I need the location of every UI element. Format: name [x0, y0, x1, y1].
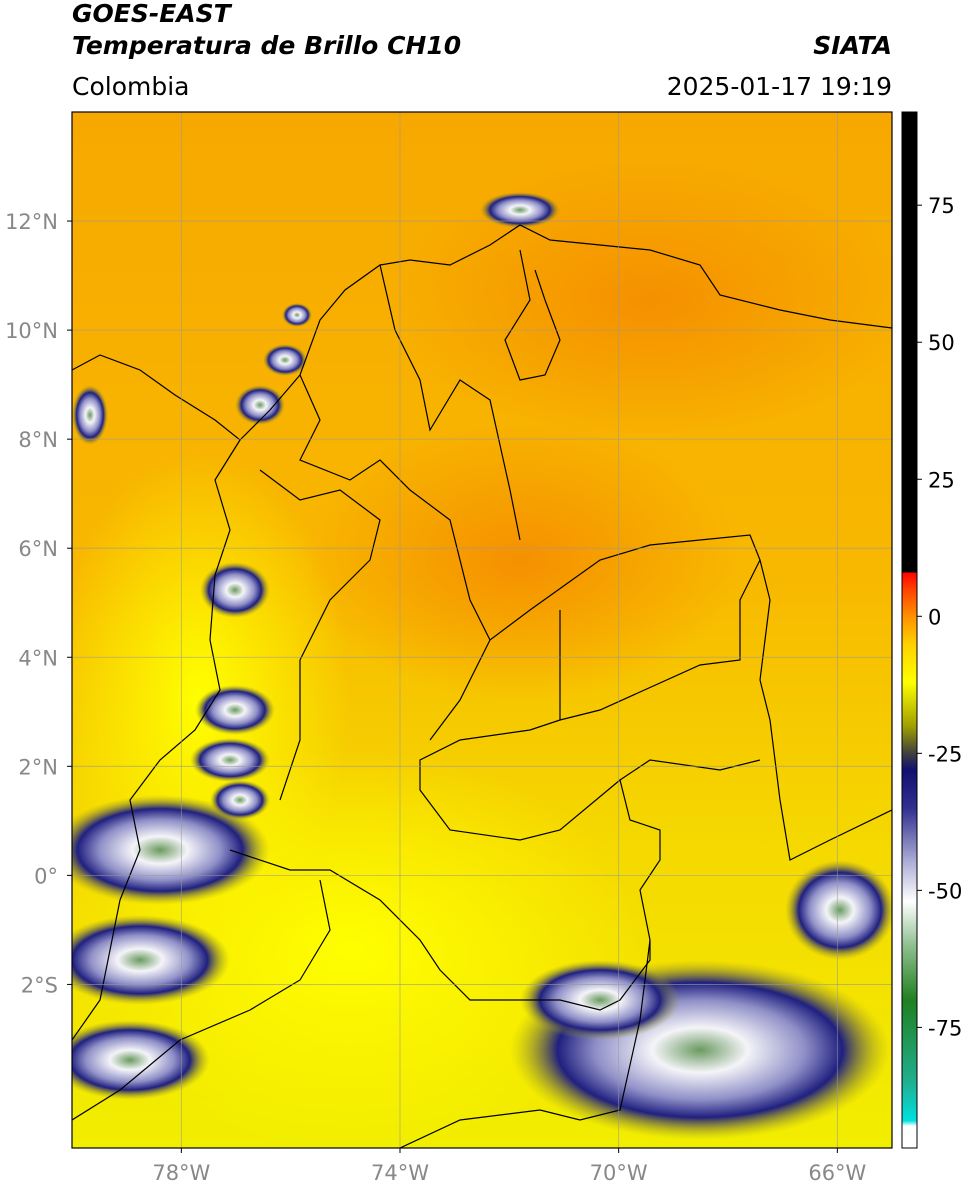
y-tick-label: 8°N	[18, 428, 58, 452]
y-tick-label: 4°N	[18, 646, 58, 670]
map-frame	[71, 111, 893, 1149]
y-tick-label: 10°N	[5, 319, 58, 343]
satellite-image	[72, 112, 892, 1148]
colorbar-tick-label: -50	[928, 879, 962, 903]
y-tick-label: 0°	[34, 864, 58, 888]
colorbar	[901, 111, 918, 1149]
region: Colombia	[72, 72, 189, 101]
subtitle: Temperatura de Brillo CH10	[72, 31, 461, 60]
colorbar-tick-label: -75	[928, 1016, 962, 1040]
title: GOES-EAST	[72, 0, 233, 28]
x-tick-label: 66°W	[808, 1161, 866, 1185]
y-tick-label: 12°N	[5, 210, 58, 234]
y-tick-label: 6°N	[18, 537, 58, 561]
colorbar-tick-label: -25	[928, 742, 962, 766]
x-tick-label: 74°W	[371, 1161, 429, 1185]
y-tick-label: 2°S	[21, 973, 58, 997]
timestamp: 2025-01-17 19:19	[667, 72, 892, 101]
x-tick-label: 78°W	[152, 1161, 210, 1185]
colorbar-tick-label: 75	[928, 194, 955, 218]
colorbar-tick-label: 50	[928, 331, 955, 355]
colorbar-tick-label: 25	[928, 468, 955, 492]
y-tick-label: 2°N	[18, 755, 58, 779]
source: SIATA	[813, 31, 892, 60]
colorbar-tick-label: 0	[928, 605, 941, 629]
x-tick-label: 70°W	[590, 1161, 648, 1185]
